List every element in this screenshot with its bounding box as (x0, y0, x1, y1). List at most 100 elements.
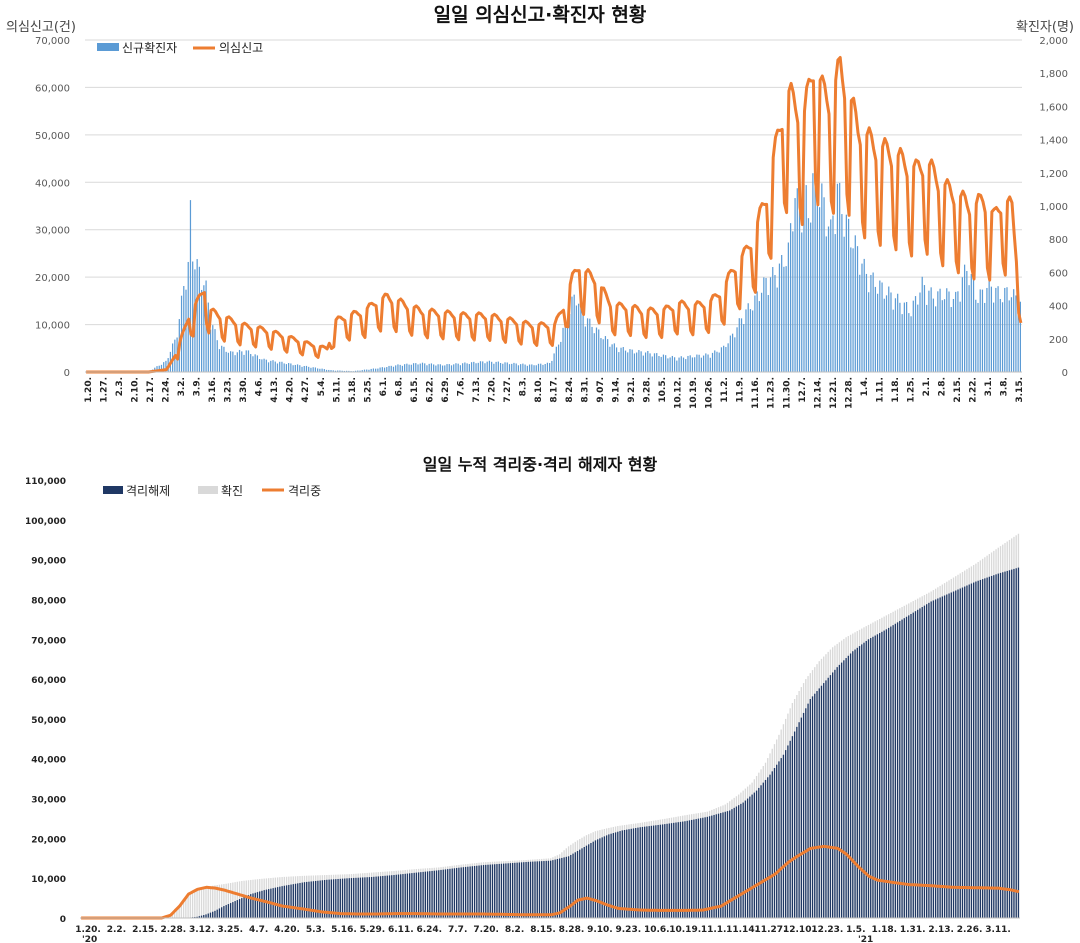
confirmed-bar (772, 267, 774, 372)
released-bar (538, 861, 541, 918)
released-bar (919, 608, 921, 918)
confirmed-bar (589, 318, 591, 372)
released-bar (265, 889, 268, 918)
confirmed-bar (392, 366, 395, 372)
released-bar (952, 591, 955, 918)
confirmed-bar (575, 305, 578, 372)
confirmed-bar (254, 354, 256, 372)
released-bar (921, 607, 923, 918)
confirmed-bar (437, 364, 439, 372)
released-bar (740, 803, 742, 918)
x-tick-label: 1.20. (75, 925, 101, 935)
released-bar (800, 717, 803, 918)
released-bar (308, 881, 310, 918)
released-bar (632, 828, 635, 918)
confirmed-bar (580, 303, 582, 372)
confirmed-bar (555, 346, 557, 372)
confirmed-bar (827, 226, 830, 372)
confirmed-bar (923, 285, 926, 372)
released-bar (306, 881, 308, 918)
confirmed-bar (377, 368, 379, 372)
released-bar (827, 677, 829, 918)
confirmed-bar (847, 218, 850, 372)
released-bar (722, 812, 724, 918)
x-tick-label: 2.26. (957, 925, 983, 935)
confirmed-bar (633, 353, 636, 372)
confirmed-bar (702, 355, 705, 372)
released-bar (605, 835, 608, 918)
y-tick-label: 100,000 (25, 517, 66, 527)
confirmed-bar (760, 292, 763, 372)
confirmed-bar (879, 280, 881, 372)
x-tick-label: 5.18. (348, 377, 358, 403)
x-tick-label: 3.12. (189, 925, 215, 935)
released-bar (731, 809, 733, 918)
released-bar (867, 639, 870, 918)
confirmed-bar (814, 172, 816, 372)
released-bar (814, 693, 816, 918)
released-bar (426, 871, 429, 918)
released-bar (500, 863, 503, 918)
confirmed-bar (419, 363, 421, 372)
released-bar (941, 596, 944, 918)
confirmed-bar (934, 306, 937, 372)
released-bar (599, 838, 601, 918)
confirmed-bar (569, 314, 571, 372)
released-bar (984, 578, 986, 918)
confirmed-bar (466, 363, 468, 372)
released-bar (294, 883, 297, 918)
confirmed-bar (488, 360, 491, 372)
released-bar (328, 879, 330, 918)
confirmed-bar (276, 363, 279, 372)
x-tick-label: 3.1. (984, 377, 994, 396)
confirmed-bar (995, 287, 997, 372)
x-tick-label: 8.3. (519, 377, 529, 396)
released-bar (912, 612, 914, 918)
left-tick-label: 30,000 (35, 226, 70, 237)
confirmed-bar (506, 362, 508, 372)
confirmed-bar (477, 362, 479, 372)
x-tick-label: 1.5. (846, 925, 865, 935)
right-tick-label: 2,000 (1039, 36, 1068, 47)
released-bar (892, 625, 894, 918)
x-tick-label: 11.14. (726, 925, 758, 935)
confirmed-bar (370, 368, 372, 372)
confirmed-bar (341, 370, 343, 372)
released-bar (449, 868, 451, 918)
confirmed-bar (789, 223, 792, 372)
released-bar (279, 886, 281, 918)
confirmed-bar (796, 188, 798, 372)
released-bar (207, 913, 209, 918)
confirmed-bar (475, 363, 477, 372)
released-bar (876, 634, 879, 918)
released-bar (968, 584, 970, 918)
released-bar (357, 877, 359, 918)
released-bar (879, 633, 881, 918)
released-bar (608, 834, 610, 918)
x-tick-label: 8.15. (530, 925, 556, 935)
released-bar (874, 635, 876, 918)
confirmed-bar (229, 882, 232, 918)
confirmed-bar (459, 365, 462, 372)
released-bar (751, 794, 753, 918)
x-tick-label: 3.25. (217, 925, 243, 935)
x-tick-label: 4.20. (274, 925, 300, 935)
confirmed-bar (252, 356, 254, 372)
confirmed-bar (564, 319, 566, 372)
confirmed-bar (486, 361, 488, 372)
released-bar (793, 731, 796, 918)
confirmed-bar (861, 263, 863, 372)
confirmed-bar (997, 286, 999, 372)
released-bar (494, 864, 496, 918)
confirmed-bar (557, 344, 560, 372)
released-bar (655, 825, 657, 918)
confirmed-bar (531, 364, 533, 372)
confirmed-bar (421, 362, 424, 372)
released-bar (382, 875, 384, 918)
released-bar (610, 833, 612, 918)
confirmed-bar (640, 351, 642, 372)
released-bar (370, 876, 373, 918)
released-bar (395, 874, 397, 918)
confirmed-bar (714, 350, 716, 372)
confirmed-bar (781, 255, 783, 372)
